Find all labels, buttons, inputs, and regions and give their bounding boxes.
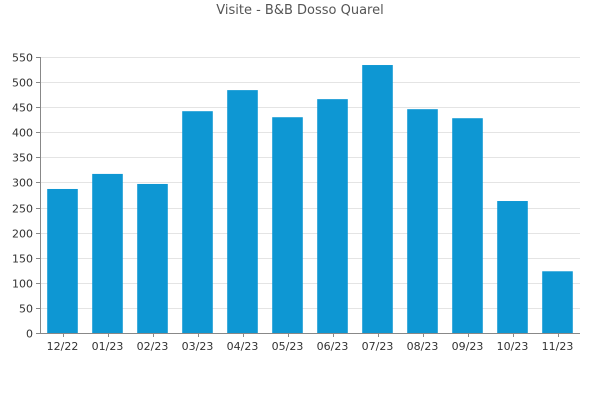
bar <box>362 65 393 333</box>
y-tick-label: 400 <box>12 127 33 140</box>
y-tick-labels: 0 50 100 150 200 250 300 350 400 450 500 550 <box>12 52 33 341</box>
axes <box>36 57 580 337</box>
bar <box>227 90 258 334</box>
x-tick-label: 11/23 <box>542 340 574 353</box>
y-tick-label: 550 <box>12 52 33 65</box>
y-tick-label: 350 <box>12 152 33 165</box>
bar <box>542 271 573 333</box>
y-tick-label: 450 <box>12 102 33 115</box>
y-tick-label: 150 <box>12 253 33 266</box>
x-tick-label: 07/23 <box>362 340 394 353</box>
x-tick-label: 08/23 <box>407 340 439 353</box>
bar <box>182 111 213 333</box>
y-tick-label: 100 <box>12 278 33 291</box>
y-tick-label: 300 <box>12 177 33 190</box>
grid-lines <box>40 57 580 309</box>
bar <box>47 188 78 333</box>
x-tick-labels: 12/22 01/23 02/23 03/23 04/23 05/23 06/23 07/23… <box>47 340 574 353</box>
x-tick-label: 06/23 <box>317 340 349 353</box>
bars <box>47 65 573 334</box>
chart-title: Visite - B&B Dosso Quarel <box>216 3 384 18</box>
x-tick-label: 12/22 <box>47 340 79 353</box>
bar <box>137 183 168 333</box>
x-tick-label: 04/23 <box>227 340 259 353</box>
bar <box>272 117 303 333</box>
y-tick-label: 50 <box>19 303 33 316</box>
x-tick-label: 03/23 <box>182 340 214 353</box>
y-tick-label: 0 <box>26 328 33 341</box>
y-tick-label: 200 <box>12 228 33 241</box>
y-tick-label: 500 <box>12 77 33 90</box>
bar <box>92 173 123 333</box>
x-tick-label: 10/23 <box>497 340 529 353</box>
x-tick-label: 09/23 <box>452 340 484 353</box>
y-tick-label: 250 <box>12 203 33 216</box>
bar <box>497 201 528 333</box>
bar <box>407 109 438 333</box>
bar <box>317 99 348 334</box>
bar <box>452 118 483 333</box>
x-tick-label: 02/23 <box>137 340 169 353</box>
x-tick-label: 05/23 <box>272 340 304 353</box>
x-tick-label: 01/23 <box>92 340 124 353</box>
